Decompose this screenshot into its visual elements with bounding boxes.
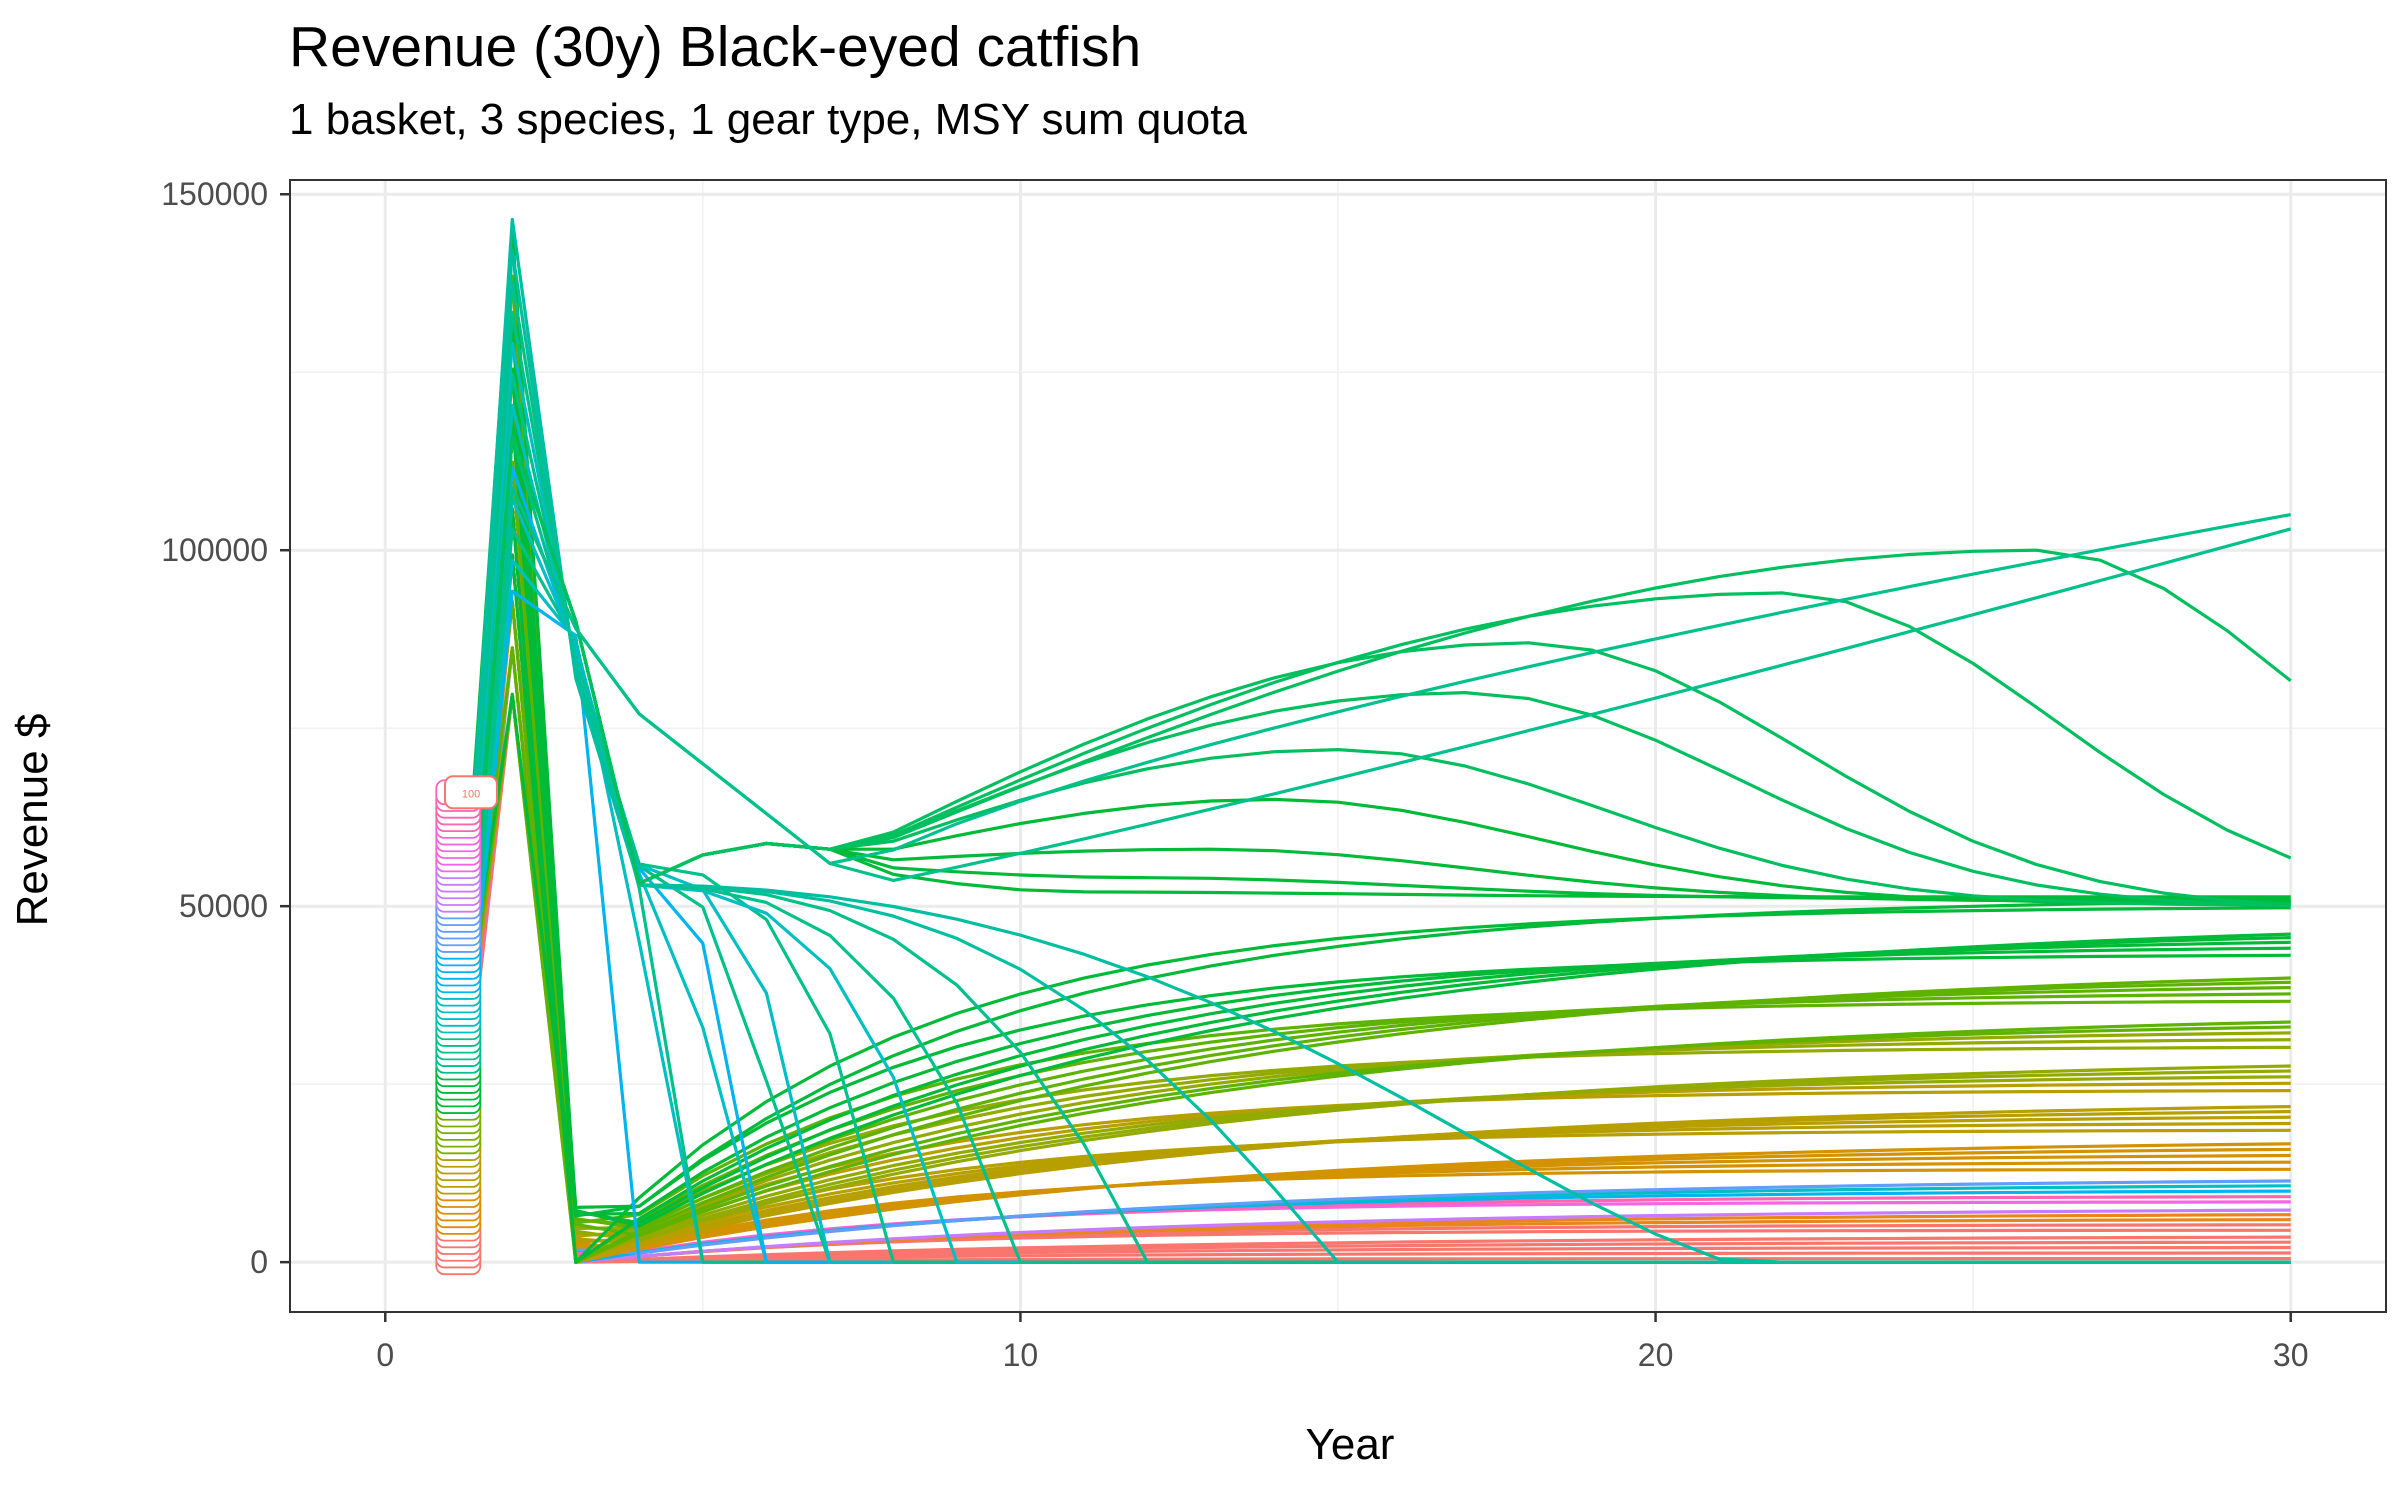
hump-series bbox=[447, 434, 2292, 1219]
flat-series bbox=[447, 507, 2291, 1238]
x-axis-label: Year bbox=[1305, 1420, 1395, 1469]
x-tick-label: 30 bbox=[2273, 1337, 2309, 1373]
flat-series bbox=[447, 367, 2291, 1225]
flat-series bbox=[447, 460, 2291, 1261]
chart-title: Revenue (30y) Black-eyed catfish bbox=[289, 15, 1142, 79]
flat-series bbox=[447, 321, 2291, 1225]
x-tick-label: 0 bbox=[376, 1337, 394, 1373]
x-tick-label: 20 bbox=[1638, 1337, 1674, 1373]
y-tick-labels: 0 50000 100000 150000 bbox=[161, 176, 268, 1280]
flat-series bbox=[447, 692, 2291, 1228]
flat-series bbox=[447, 646, 2291, 1255]
y-tick-label: 100000 bbox=[161, 532, 268, 568]
hump-series bbox=[447, 434, 2292, 1214]
y-tick-label: 150000 bbox=[161, 176, 268, 212]
flat-series bbox=[447, 414, 2291, 1264]
y-axis-label-text: Revenue $ bbox=[8, 713, 57, 927]
flat-series bbox=[447, 367, 2291, 1233]
x-tick-labels: 0 10 20 30 bbox=[376, 1337, 2308, 1373]
rising-series bbox=[447, 486, 2292, 1252]
annotation-layer: 100 bbox=[435, 775, 499, 1276]
y-tick-label: 50000 bbox=[179, 888, 268, 924]
series-layer bbox=[447, 217, 2292, 1264]
flat-series bbox=[447, 507, 2291, 1264]
crash-series bbox=[447, 217, 2291, 1264]
chart-subtitle: 1 basket, 3 species, 1 gear type, MSY su… bbox=[289, 95, 1247, 144]
flat-series bbox=[447, 228, 2291, 1217]
annotation-label: 100 bbox=[462, 788, 480, 800]
flat-series bbox=[447, 507, 2291, 1246]
flat-series bbox=[447, 414, 2291, 1218]
annotation-box bbox=[444, 775, 499, 810]
flat-series bbox=[447, 274, 2291, 1230]
flat-series bbox=[447, 646, 2291, 1264]
flat-series bbox=[447, 599, 2291, 1264]
y-tick-label: 0 bbox=[250, 1244, 268, 1280]
crash-series bbox=[447, 403, 2291, 1264]
x-tick-label: 10 bbox=[1003, 1337, 1039, 1373]
flat-series bbox=[447, 692, 2291, 1264]
flat-series bbox=[447, 553, 2291, 1264]
panel-border bbox=[289, 179, 2387, 1313]
hump-series bbox=[447, 434, 2291, 1244]
flat-series bbox=[447, 228, 2291, 1251]
axis-ticks bbox=[280, 192, 2292, 1322]
flat-series bbox=[447, 321, 2291, 1209]
flat-series bbox=[447, 274, 2291, 1249]
flat-series bbox=[447, 553, 2291, 1264]
